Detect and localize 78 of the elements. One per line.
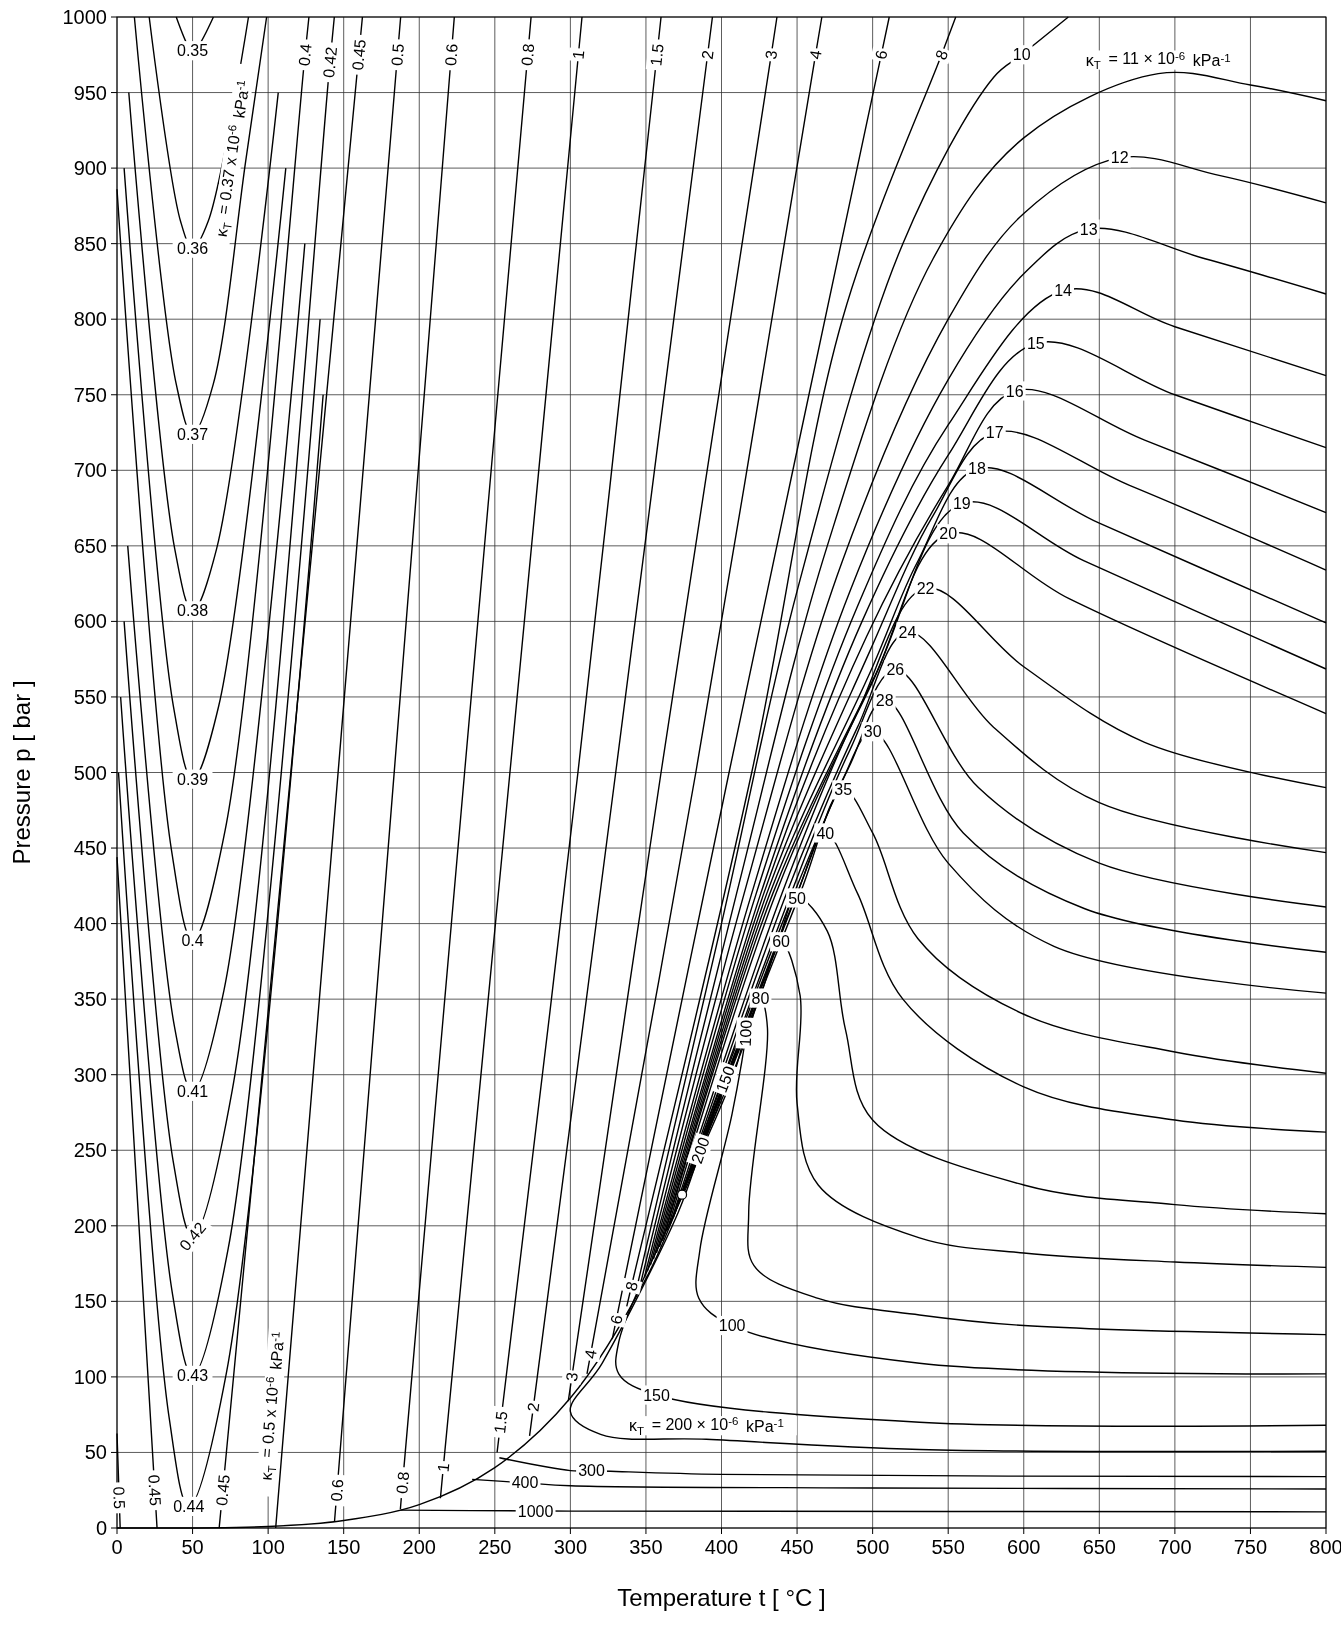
x-tick-label: 0 <box>111 1536 123 1558</box>
y-tick-label: 0 <box>95 1517 107 1539</box>
annotation: 2 <box>524 1401 543 1413</box>
x-tick-label: 350 <box>629 1536 663 1558</box>
annotation: 26 <box>886 661 905 679</box>
x-tick-label: 550 <box>931 1536 965 1558</box>
y-tick-label: 300 <box>73 1063 107 1086</box>
annotation: 200 <box>688 1134 713 1166</box>
y-tick-label: 900 <box>73 157 107 180</box>
annotation: 3 <box>562 1371 582 1383</box>
x-tick-label: 600 <box>1007 1536 1041 1558</box>
annotation: 6 <box>872 48 891 61</box>
y-tick-label: 700 <box>73 459 107 482</box>
y-tick-label: 600 <box>73 610 107 633</box>
y-tick-label: 50 <box>84 1441 107 1464</box>
annotation: 80 <box>751 989 770 1007</box>
annotation: 6 <box>607 1313 626 1326</box>
annotation: 35 <box>834 781 853 799</box>
y-tick-label: 250 <box>73 1139 107 1162</box>
y-tick-label: 1000 <box>62 6 107 28</box>
x-tick-label: 400 <box>704 1536 739 1558</box>
annotation: 19 <box>952 495 971 513</box>
annotation: 13 <box>1079 220 1098 238</box>
y-tick-label: 350 <box>73 988 107 1011</box>
y-tick-label: 550 <box>73 685 107 708</box>
x-tick-label: 750 <box>1233 1536 1268 1558</box>
annotation: 0.8 <box>518 42 538 67</box>
annotation: 1 <box>569 49 588 61</box>
y-tick-label: 650 <box>73 534 107 557</box>
x-tick-label: 800 <box>1309 1536 1341 1558</box>
y-tick-label: 400 <box>73 912 107 935</box>
annotation: 8 <box>932 47 952 62</box>
y-tick-label: 950 <box>73 81 107 104</box>
y-tick-label: 850 <box>73 232 107 255</box>
annotation: 50 <box>788 889 807 907</box>
annotation: 1 <box>434 1462 453 1473</box>
annotation: κ$_{T}$ = 200 × 10$^{-6}$ kPa$^{-1}$ <box>628 1415 784 1437</box>
annotation: 17 <box>985 424 1004 442</box>
annotation: 15 <box>1026 334 1045 352</box>
annotation: 30 <box>863 723 882 741</box>
y-tick-label: 100 <box>73 1365 107 1388</box>
y-tick-label: 450 <box>73 837 107 860</box>
y-tick-label: 150 <box>73 1290 107 1313</box>
x-tick-label: 200 <box>402 1536 436 1558</box>
y-tick-label: 200 <box>73 1214 107 1237</box>
annotation: 300 <box>578 1462 605 1480</box>
annotation: 8 <box>622 1279 641 1293</box>
annotation: 60 <box>772 933 791 951</box>
annotation: 14 <box>1054 282 1073 300</box>
annotation: 18 <box>968 460 986 478</box>
annotation: 4 <box>581 1348 600 1361</box>
y-tick-label: 800 <box>73 308 107 331</box>
x-tick-label: 50 <box>181 1536 204 1558</box>
annotation: 150 <box>712 1063 739 1095</box>
x-tick-label: 300 <box>553 1536 588 1558</box>
annotation: 20 <box>939 525 958 543</box>
y-tick-label: 500 <box>73 761 107 784</box>
annotation: 22 <box>916 579 935 597</box>
x-axis-title: Temperature t [ °C ] <box>617 1584 826 1611</box>
annotation: 4 <box>806 48 825 61</box>
annotation: 10 <box>1012 46 1031 64</box>
x-tick-label: 150 <box>327 1536 361 1558</box>
x-tick-label: 250 <box>478 1536 512 1558</box>
annotation: 16 <box>1005 382 1024 400</box>
annotation: 28 <box>875 691 894 709</box>
x-tick-label: 100 <box>251 1536 285 1558</box>
annotation: 2 <box>698 49 717 61</box>
x-tick-label: 700 <box>1158 1536 1192 1558</box>
x-tick-label: 450 <box>780 1536 814 1558</box>
y-axis-title: Pressure p [ bar ] <box>8 680 35 865</box>
x-tick-label: 500 <box>855 1536 890 1558</box>
x-tick-label: 650 <box>1082 1536 1116 1558</box>
annotation: 40 <box>816 824 835 842</box>
annotation: 3 <box>762 49 781 61</box>
annotation: κ$_{T}$ = 11 × 10$^{-6}$ kPa$^{-1}$ <box>1085 49 1231 72</box>
y-tick-label: 750 <box>73 383 107 406</box>
annotation: 12 <box>1110 149 1129 167</box>
annotation: 24 <box>898 623 917 641</box>
